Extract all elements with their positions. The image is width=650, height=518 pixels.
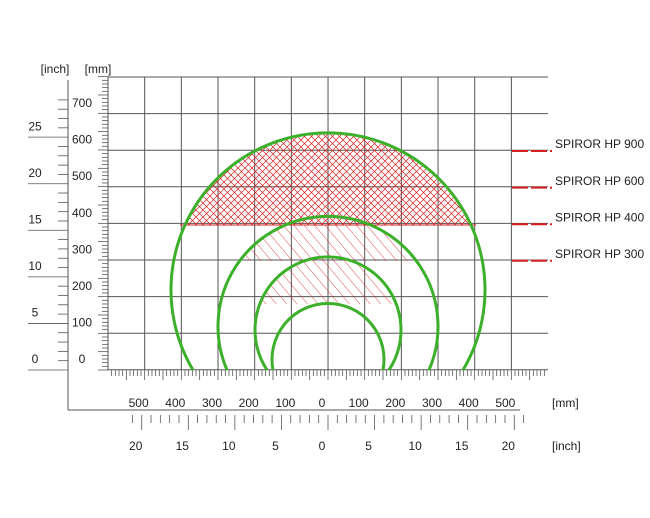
arc <box>270 301 386 371</box>
arc <box>253 255 403 371</box>
x-tick-label: 500 <box>495 396 515 410</box>
unit-label: [inch] <box>552 439 581 453</box>
x-tick-label: 10 <box>222 439 236 453</box>
x-tick-label: 0 <box>319 396 326 410</box>
x-tick-label: 300 <box>202 396 222 410</box>
x-tick-label: 20 <box>129 439 143 453</box>
y-tick-label: 200 <box>72 279 92 293</box>
legend-label: SPIROR HP 600 <box>555 174 644 188</box>
y-tick-label: 0 <box>32 352 39 366</box>
x-tick-label: 400 <box>459 396 479 410</box>
x-tick-label: 200 <box>385 396 405 410</box>
y-tick-label: 700 <box>72 96 92 110</box>
y-tick-label: 20 <box>28 166 42 180</box>
x-tick-label: 100 <box>275 396 295 410</box>
hatch-area <box>185 133 471 225</box>
arc <box>216 214 440 371</box>
x-tick-label: 10 <box>408 439 422 453</box>
x-tick-label: 500 <box>129 396 149 410</box>
unit-label: [inch] <box>41 62 70 76</box>
reach-arcs <box>169 131 487 371</box>
y-tick-label: 5 <box>32 306 39 320</box>
y-tick-label: 400 <box>72 206 92 220</box>
y-tick-label: 15 <box>28 212 42 226</box>
x-tick-label: 15 <box>455 439 469 453</box>
y-tick-label: 10 <box>28 259 42 273</box>
y-tick-label: 0 <box>79 352 86 366</box>
legend-label: SPIROR HP 300 <box>555 247 644 261</box>
legend-label: SPIROR HP 900 <box>555 137 644 151</box>
x-tick-label: 15 <box>176 439 190 453</box>
x-tick-label: 5 <box>272 439 279 453</box>
y-tick-label: 600 <box>72 133 92 147</box>
legend-label: SPIROR HP 400 <box>555 210 644 224</box>
hatch-area <box>239 225 417 261</box>
x-tick-label: 20 <box>502 439 516 453</box>
x-tick-label: 200 <box>239 396 259 410</box>
unit-label: [mm] <box>552 396 579 410</box>
y-tick-label: 25 <box>28 119 42 133</box>
y-tick-label: 100 <box>72 316 92 330</box>
x-tick-label: 400 <box>165 396 185 410</box>
x-tick-label: 5 <box>365 439 372 453</box>
unit-label: [mm] <box>85 62 112 76</box>
arc <box>169 131 487 371</box>
x-tick-label: 100 <box>349 396 369 410</box>
y-tick-label: 300 <box>72 242 92 256</box>
x-tick-label: 300 <box>422 396 442 410</box>
y-tick-label: 500 <box>72 169 92 183</box>
x-tick-label: 0 <box>319 439 326 453</box>
hatch-area <box>259 257 397 304</box>
grid <box>28 76 548 430</box>
